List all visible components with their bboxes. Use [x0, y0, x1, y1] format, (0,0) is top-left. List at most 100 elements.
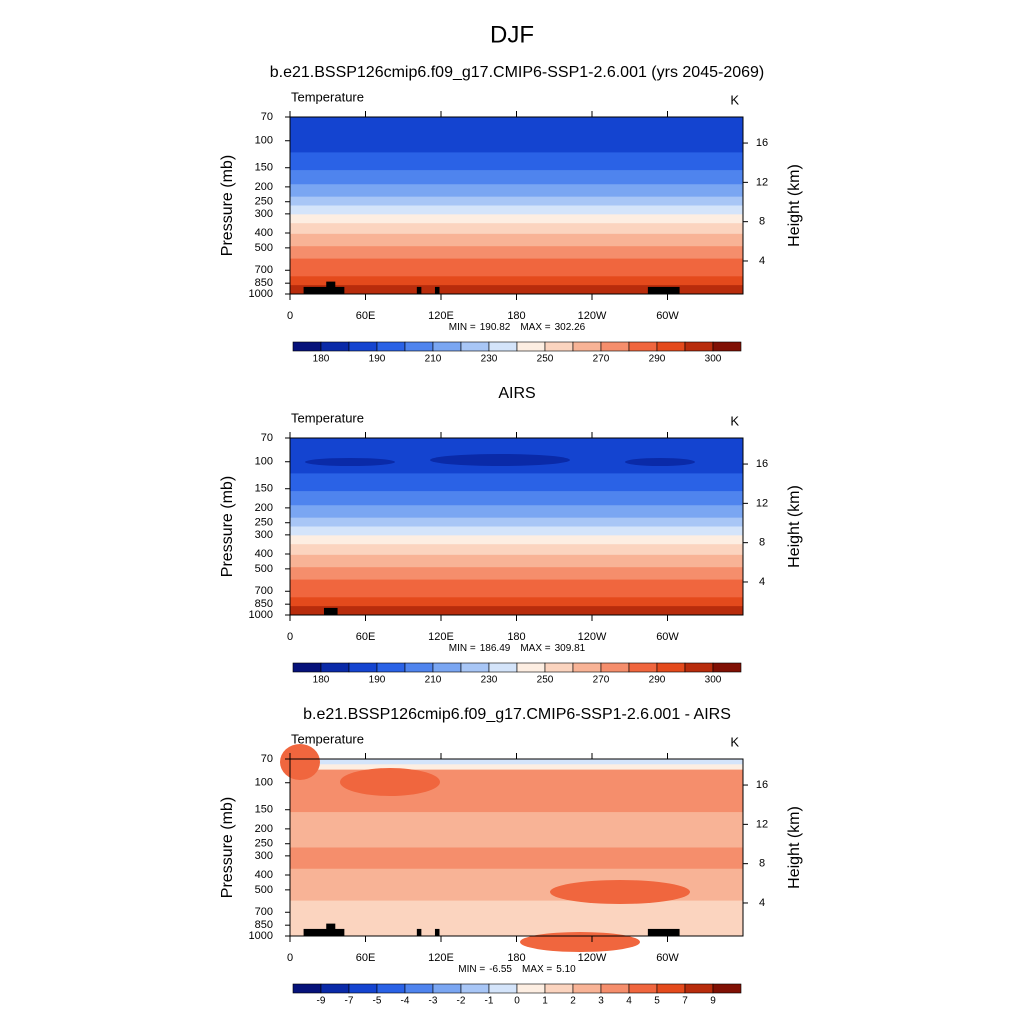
y-tick-label: 70: [261, 111, 273, 123]
contour-blob: [550, 880, 690, 904]
colorbar-label: -4: [401, 996, 410, 1007]
colorbar-label: 290: [649, 354, 666, 365]
contour-band: [290, 473, 743, 492]
colorbar-box: [320, 983, 350, 994]
colorbar-box: [572, 983, 602, 994]
contour-band: [290, 847, 743, 870]
left-label: Temperature: [291, 89, 364, 104]
y-tick-label: 700: [255, 264, 273, 276]
y-tick-label: 200: [255, 502, 273, 514]
colorbar-label: 210: [425, 354, 442, 365]
stat-value: 5.10: [556, 964, 576, 975]
y2-tick-label: 16: [756, 458, 768, 470]
colorbar-box: [628, 662, 658, 673]
colorbar-box: [376, 983, 406, 994]
colorbar-box: [628, 983, 658, 994]
colorbar-box: [656, 341, 686, 352]
y2-axis-label: Height (km): [786, 485, 803, 568]
y-tick-label: 100: [255, 135, 273, 147]
y2-tick-label: 4: [759, 897, 765, 909]
colorbar-label: 3: [598, 996, 604, 1007]
colorbar-box: [656, 983, 686, 994]
x-tick-label: 60E: [356, 310, 376, 322]
contour-band: [290, 184, 743, 198]
colorbar-label: -1: [485, 996, 494, 1007]
colorbar-box: [348, 341, 378, 352]
contour-band: [290, 117, 743, 153]
colorbar-label: 0: [514, 996, 520, 1007]
colorbar-box: [712, 341, 742, 352]
contour-blob: [430, 454, 570, 466]
stat-name: MIN =: [449, 322, 476, 333]
y-tick-label: 850: [255, 919, 273, 931]
colorbar-label: 180: [313, 675, 330, 686]
colorbar-box: [712, 983, 742, 994]
topography: [647, 286, 680, 294]
colorbar-box: [572, 341, 602, 352]
contour-band: [290, 544, 743, 556]
y-tick-label: 850: [255, 277, 273, 289]
contour-band: [290, 554, 743, 568]
colorbar-box: [684, 983, 714, 994]
y-tick-label: 400: [255, 548, 273, 560]
colorbar-label: -5: [373, 996, 382, 1007]
topography: [323, 607, 338, 615]
panel-title: AIRS: [498, 385, 535, 402]
right-label: K: [730, 92, 739, 107]
colorbar-label: -2: [457, 996, 466, 1007]
x-tick-label: 0: [287, 631, 293, 643]
y2-tick-label: 4: [759, 576, 765, 588]
contour-band: [290, 759, 743, 765]
contour-band: [290, 258, 743, 277]
panel: b.e21.BSSP126cmip6.f09_g17.CMIP6-SSP1-2.…: [219, 64, 803, 364]
x-tick-label: 0: [287, 952, 293, 964]
contour-band: [290, 276, 743, 286]
contour-blob: [340, 768, 440, 796]
colorbar-label: 190: [369, 354, 386, 365]
x-tick-label: 120W: [578, 310, 607, 322]
right-label: K: [730, 413, 739, 428]
colorbar-box: [628, 341, 658, 352]
colorbar-box: [516, 662, 546, 673]
y-tick-label: 150: [255, 162, 273, 174]
x-tick-label: 180: [507, 310, 525, 322]
colorbar-label: 180: [313, 354, 330, 365]
x-tick-label: 120E: [428, 310, 454, 322]
topography: [303, 928, 345, 936]
contour-band: [290, 597, 743, 607]
y2-tick-label: 8: [759, 537, 765, 549]
contour-band: [290, 517, 743, 527]
colorbar-label: 290: [649, 675, 666, 686]
stat-value: 302.26: [555, 322, 586, 333]
min-max: MIN = -6.55 MAX = 5.10: [458, 964, 576, 975]
contour-band: [290, 535, 743, 545]
panel-title: b.e21.BSSP126cmip6.f09_g17.CMIP6-SSP1-2.…: [303, 706, 731, 723]
y-tick-label: 300: [255, 529, 273, 541]
y-tick-label: 70: [261, 432, 273, 444]
panel-title: b.e21.BSSP126cmip6.f09_g17.CMIP6-SSP1-2.…: [270, 64, 765, 81]
contour-band: [290, 246, 743, 260]
colorbar-label: 190: [369, 675, 386, 686]
colorbar-label: -3: [429, 996, 438, 1007]
topography: [326, 923, 336, 936]
colorbar-box: [544, 341, 574, 352]
y-tick-label: 200: [255, 823, 273, 835]
colorbar-label: 300: [705, 354, 722, 365]
y-tick-label: 500: [255, 563, 273, 575]
colorbar-box: [600, 341, 630, 352]
topography: [434, 286, 440, 294]
x-tick-label: 120E: [428, 952, 454, 964]
colorbar-box: [516, 983, 546, 994]
contour-band: [290, 233, 743, 247]
colorbar-box: [404, 341, 434, 352]
y2-tick-label: 8: [759, 216, 765, 228]
y-axis-label: Pressure (mb): [219, 155, 236, 256]
colorbar-label: 250: [537, 354, 554, 365]
figure-title: DJF: [490, 21, 534, 48]
colorbar-box: [320, 662, 350, 673]
contour-blob: [520, 932, 640, 952]
x-tick-label: 180: [507, 952, 525, 964]
y2-tick-label: 12: [756, 176, 768, 188]
